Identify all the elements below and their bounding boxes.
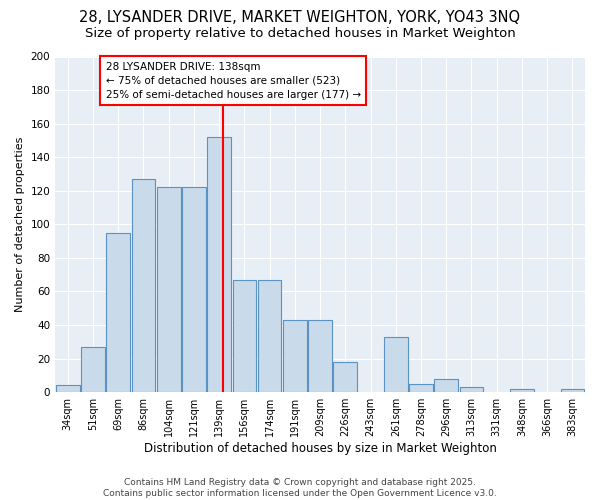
Bar [233,280,256,392]
Bar [384,337,407,392]
Bar [182,188,206,392]
Bar [106,232,130,392]
Bar [56,386,80,392]
Bar [434,379,458,392]
Y-axis label: Number of detached properties: Number of detached properties [15,136,25,312]
Text: 28 LYSANDER DRIVE: 138sqm
← 75% of detached houses are smaller (523)
25% of semi: 28 LYSANDER DRIVE: 138sqm ← 75% of detac… [106,62,361,100]
Text: Size of property relative to detached houses in Market Weighton: Size of property relative to detached ho… [85,28,515,40]
Bar [560,389,584,392]
Text: 28, LYSANDER DRIVE, MARKET WEIGHTON, YORK, YO43 3NQ: 28, LYSANDER DRIVE, MARKET WEIGHTON, YOR… [79,10,521,25]
X-axis label: Distribution of detached houses by size in Market Weighton: Distribution of detached houses by size … [143,442,497,455]
Bar [131,179,155,392]
Bar [283,320,307,392]
Bar [308,320,332,392]
Text: Contains HM Land Registry data © Crown copyright and database right 2025.
Contai: Contains HM Land Registry data © Crown c… [103,478,497,498]
Bar [460,387,484,392]
Bar [207,137,231,392]
Bar [409,384,433,392]
Bar [81,347,105,392]
Bar [258,280,281,392]
Bar [334,362,357,392]
Bar [510,389,534,392]
Bar [157,188,181,392]
